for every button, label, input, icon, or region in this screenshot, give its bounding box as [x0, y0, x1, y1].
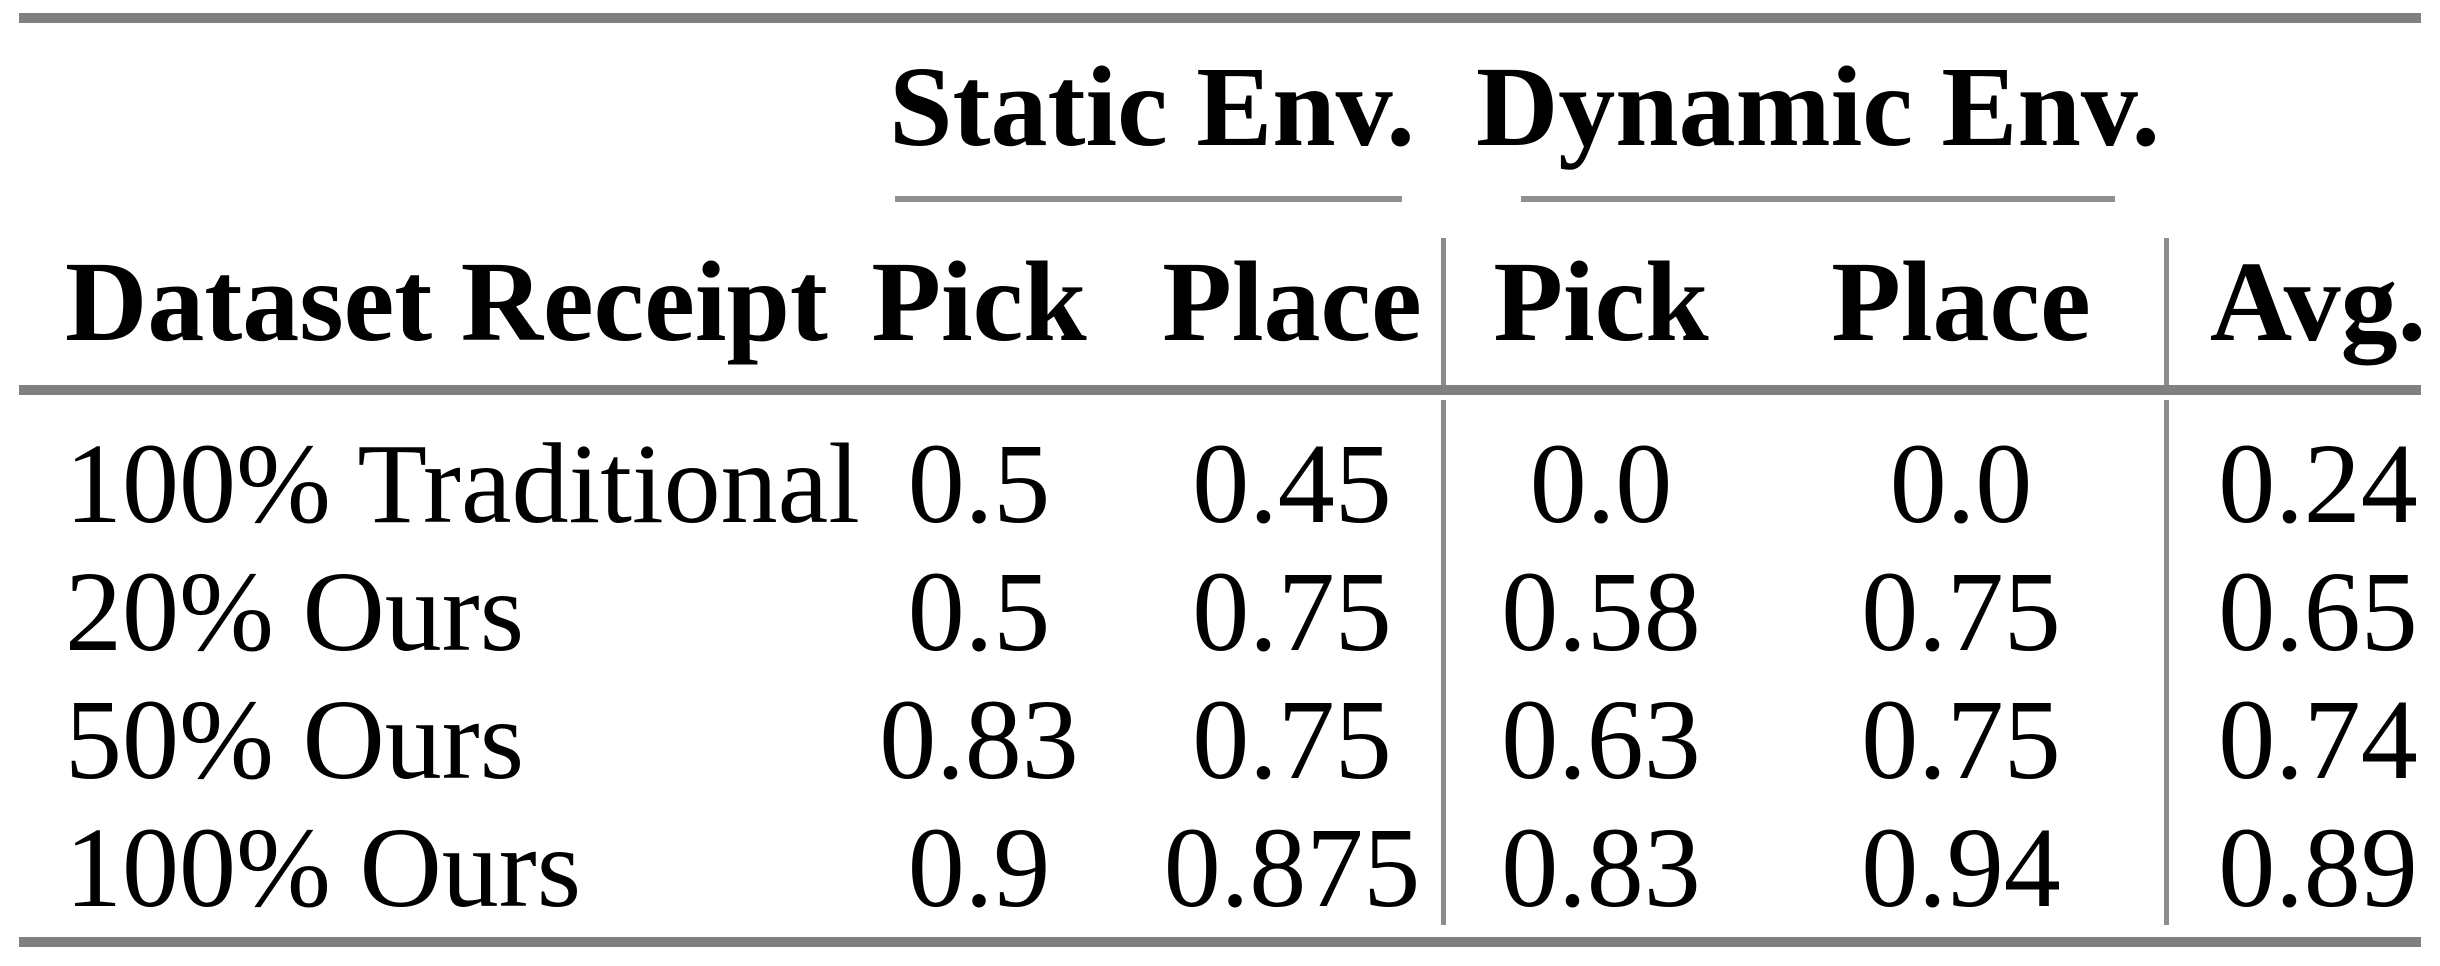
- cell-dynamic-place: 0.94: [1861, 804, 2061, 931]
- cell-avg: 0.74: [2218, 676, 2418, 803]
- cell-static-pick: 0.5: [907, 548, 1051, 675]
- mid-rule: [19, 385, 2421, 395]
- row-label: 20% Ours: [65, 548, 525, 675]
- cell-avg: 0.24: [2218, 420, 2418, 547]
- col-header-dynamic-place: Place: [1831, 238, 2091, 365]
- group-header-dynamic-env: Dynamic Env.: [1475, 43, 2161, 170]
- col-header-dataset-receipt: Dataset Receipt: [65, 238, 828, 365]
- cell-static-place: 0.75: [1192, 676, 1392, 803]
- row-label: 50% Ours: [65, 676, 525, 803]
- top-rule: [19, 13, 2421, 23]
- static-env-cmidrule: [895, 196, 1402, 202]
- cell-static-pick: 0.83: [879, 676, 1079, 803]
- col-header-static-pick: Pick: [871, 238, 1087, 365]
- cell-dynamic-pick: 0.0: [1529, 420, 1673, 547]
- header-separator-static-dynamic: [1441, 238, 1446, 385]
- col-header-dynamic-pick: Pick: [1493, 238, 1709, 365]
- cell-static-place: 0.45: [1192, 420, 1392, 547]
- row-label: 100% Traditional: [65, 420, 860, 547]
- cell-static-place: 0.75: [1192, 548, 1392, 675]
- body-separator-avg: [2164, 400, 2169, 925]
- row-label: 100% Ours: [65, 804, 582, 931]
- body-separator-static-dynamic: [1441, 400, 1446, 925]
- header-separator-avg: [2164, 238, 2169, 385]
- cell-dynamic-pick: 0.58: [1501, 548, 1701, 675]
- cell-dynamic-place: 0.75: [1861, 676, 2061, 803]
- cell-avg: 0.65: [2218, 548, 2418, 675]
- col-header-static-place: Place: [1162, 238, 1422, 365]
- cell-static-pick: 0.9: [907, 804, 1051, 931]
- cell-static-place: 0.875: [1163, 804, 1421, 931]
- dynamic-env-cmidrule: [1521, 196, 2115, 202]
- cell-dynamic-pick: 0.63: [1501, 676, 1701, 803]
- cell-dynamic-place: 0.0: [1889, 420, 2033, 547]
- cell-dynamic-pick: 0.83: [1501, 804, 1701, 931]
- col-header-avg: Avg.: [2209, 238, 2427, 365]
- cell-dynamic-place: 0.75: [1861, 548, 2061, 675]
- cell-static-pick: 0.5: [907, 420, 1051, 547]
- cell-avg: 0.89: [2218, 804, 2418, 931]
- group-header-static-env: Static Env.: [889, 43, 1415, 170]
- bottom-rule: [19, 937, 2421, 947]
